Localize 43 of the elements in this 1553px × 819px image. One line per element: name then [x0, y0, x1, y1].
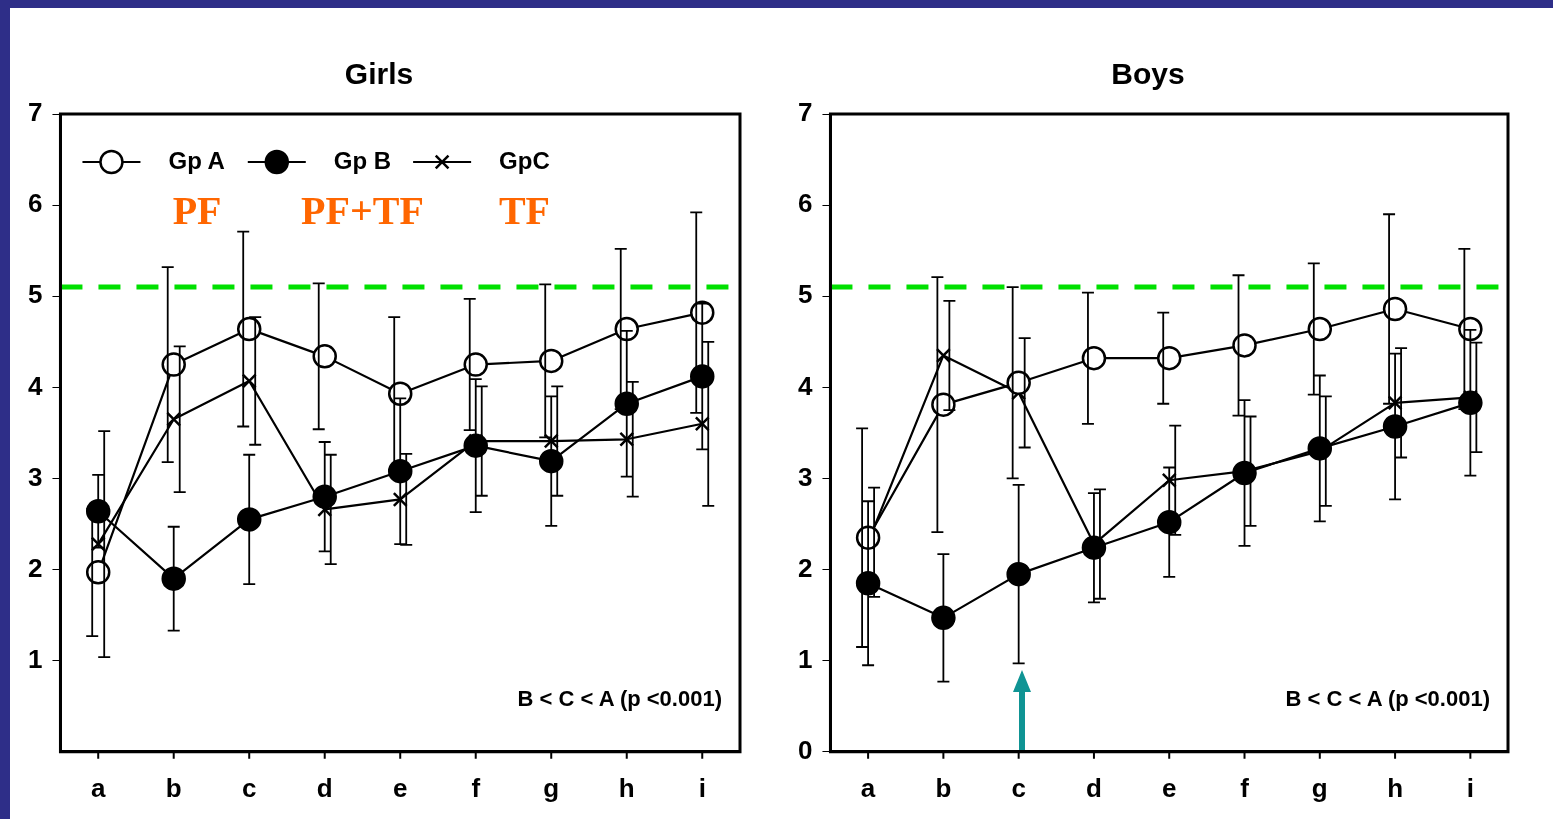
- legend-label: GpC: [499, 146, 550, 174]
- y-tick-label: 6: [797, 188, 813, 219]
- annotation: B < C < A (p <0.001): [517, 685, 722, 711]
- x-tick-label: d: [316, 772, 333, 803]
- x-tick-label: c: [241, 772, 257, 803]
- y-tick-label: 4: [27, 370, 43, 401]
- x-tick-label: h: [1387, 772, 1404, 803]
- x-tick-label: i: [1466, 772, 1474, 803]
- x-tick-label: f: [1240, 772, 1250, 803]
- y-tick-label: 5: [797, 279, 813, 310]
- y-tick-label: 2: [27, 552, 43, 583]
- x-tick-label: c: [1011, 772, 1026, 803]
- y-tick-label: 1: [27, 643, 43, 674]
- annotation: PF+TF: [301, 188, 424, 234]
- chart-title: Boys: [1111, 57, 1185, 91]
- y-tick-label: 1: [797, 643, 813, 674]
- x-tick-label: g: [543, 772, 560, 803]
- y-tick-label: 5: [27, 279, 43, 310]
- x-tick-label: a: [90, 772, 106, 803]
- y-tick-label: 3: [27, 461, 43, 492]
- x-tick-label: a: [860, 772, 876, 803]
- y-tick-label: 7: [27, 97, 43, 128]
- y-tick-label: 3: [797, 461, 813, 492]
- x-tick-label: e: [393, 772, 408, 803]
- y-tick-label: 6: [27, 188, 43, 219]
- x-tick-label: h: [618, 772, 635, 803]
- chart-title: Girls: [344, 57, 414, 91]
- annotation: PF: [172, 188, 222, 234]
- y-tick-label: 7: [797, 97, 813, 128]
- legend-label: Gp A: [168, 146, 225, 174]
- x-tick-label: i: [698, 772, 706, 803]
- x-tick-label: d: [1086, 772, 1102, 803]
- annotation: B < C < A (p <0.001): [1285, 685, 1490, 711]
- legend-label: Gp B: [333, 146, 392, 174]
- x-tick-label: e: [1162, 772, 1177, 803]
- y-tick-label: 2: [797, 552, 813, 583]
- y-tick-label: 0: [797, 734, 813, 765]
- x-tick-label: b: [165, 772, 182, 803]
- x-tick-label: b: [935, 772, 952, 803]
- y-tick-label: 4: [797, 370, 813, 401]
- x-tick-label: f: [471, 772, 481, 803]
- x-tick-label: g: [1311, 772, 1328, 803]
- annotation: TF: [498, 188, 551, 234]
